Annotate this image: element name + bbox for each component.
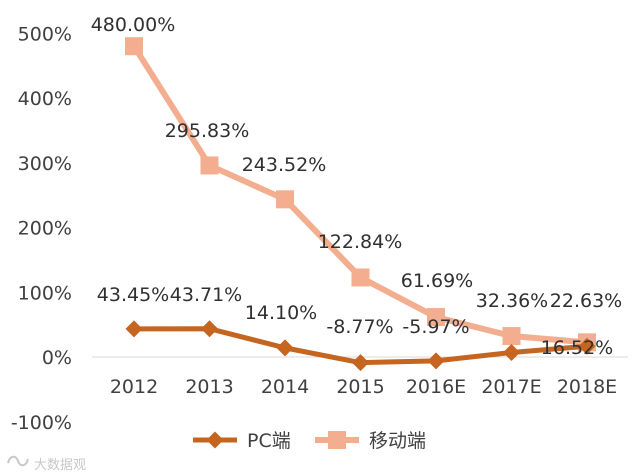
data-label: 61.69% bbox=[401, 270, 473, 292]
data-point bbox=[427, 308, 445, 327]
legend-item: 移动端 bbox=[315, 430, 426, 452]
data-point bbox=[427, 352, 445, 370]
data-label: 122.84% bbox=[318, 231, 403, 253]
data-label: 22.63% bbox=[550, 290, 622, 312]
x-tick-label: 2015 bbox=[336, 376, 384, 398]
legend-item: PC端 bbox=[193, 430, 291, 452]
y-tick-label: 500% bbox=[18, 23, 72, 45]
y-tick-label: -100% bbox=[11, 412, 72, 434]
data-point bbox=[351, 268, 370, 287]
data-label: -8.77% bbox=[326, 316, 393, 338]
legend: PC端 移动端 bbox=[193, 430, 426, 452]
series-layer bbox=[125, 37, 596, 372]
y-tick-label: 100% bbox=[18, 282, 72, 304]
data-point bbox=[503, 343, 520, 361]
legend-marker bbox=[328, 431, 346, 449]
x-tick-label: 2012 bbox=[110, 376, 158, 398]
series-0 bbox=[125, 320, 596, 372]
data-point bbox=[125, 320, 143, 338]
data-label: 43.45% bbox=[97, 284, 169, 306]
data-point bbox=[276, 339, 294, 357]
data-label: 480.00% bbox=[91, 14, 176, 36]
data-point bbox=[578, 337, 596, 355]
x-tick-label: 2017E bbox=[481, 376, 541, 398]
data-label: 16.52% bbox=[541, 337, 613, 359]
data-point bbox=[200, 156, 219, 175]
data-label: 14.10% bbox=[245, 302, 317, 324]
watermark: 大数据观 bbox=[7, 455, 86, 473]
data-label: 243.52% bbox=[242, 154, 327, 176]
data-label-layer: 480.00% 295.83% 243.52% 122.84% 61.69%32.36%… bbox=[91, 14, 623, 359]
data-point bbox=[352, 354, 369, 372]
x-tick-label: 2018E bbox=[557, 376, 617, 398]
legend-label: 移动端 bbox=[369, 430, 426, 452]
data-point bbox=[276, 190, 294, 209]
y-tick-label: 300% bbox=[18, 153, 72, 175]
watermark-text: 大数据观 bbox=[34, 458, 86, 473]
axis-layer: -100% 0% 100% 200% 300% 400% 500% 2012 2013 2014 2… bbox=[11, 23, 628, 434]
data-point bbox=[201, 320, 218, 338]
x-tick-label: 2014 bbox=[261, 376, 309, 398]
y-tick-label: 400% bbox=[18, 88, 72, 110]
legend-label: PC端 bbox=[247, 430, 291, 452]
data-label: 43.71% bbox=[170, 284, 242, 306]
y-tick-label: 200% bbox=[18, 218, 72, 240]
data-point bbox=[125, 37, 143, 56]
x-tick-label: 2013 bbox=[185, 376, 233, 398]
legend-marker bbox=[206, 431, 224, 449]
data-label: 32.36% bbox=[476, 290, 548, 312]
x-tick-label: 2016E bbox=[406, 376, 466, 398]
data-point bbox=[502, 327, 521, 346]
data-label: 295.83% bbox=[165, 120, 250, 142]
data-label: -5.97% bbox=[402, 316, 469, 338]
y-tick-label: 0% bbox=[42, 347, 72, 369]
watermark-logo-mark bbox=[7, 455, 29, 467]
